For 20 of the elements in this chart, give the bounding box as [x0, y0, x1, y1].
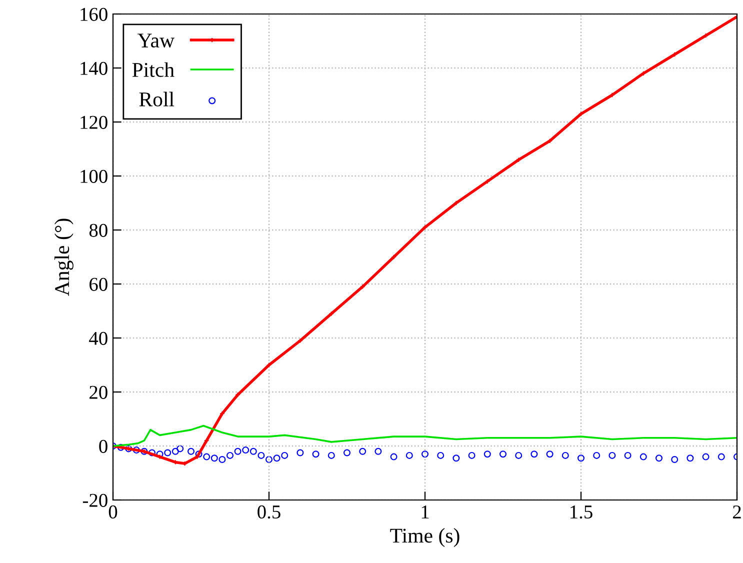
y-tick-label: 20	[90, 386, 108, 399]
y-tick-label: 60	[90, 278, 108, 291]
y-tick-label: 80	[89, 224, 108, 237]
y-tick-label: 100	[80, 170, 108, 183]
legend-label: Pitch	[132, 62, 174, 77]
x-tick-label: 1	[422, 506, 429, 518]
legend-label: Roll	[139, 92, 174, 106]
x-tick-label: 0	[108, 505, 118, 519]
x-tick-label: 1.5	[570, 506, 592, 519]
y-tick-label: -20	[82, 494, 108, 507]
x-tick-label: 0.5	[258, 505, 280, 519]
y-tick-label: 140	[80, 62, 108, 75]
y-axis-title: Angle (°)	[54, 218, 74, 296]
y-tick-label: 120	[80, 116, 108, 129]
y-tick-label: 160	[80, 8, 108, 21]
legend-label: Yaw	[138, 34, 174, 48]
x-tick-label: 2	[732, 505, 741, 518]
y-tick-label: 40	[89, 332, 108, 345]
y-tick-label: 0	[99, 440, 108, 453]
x-axis-title: Time (s)	[390, 528, 460, 547]
